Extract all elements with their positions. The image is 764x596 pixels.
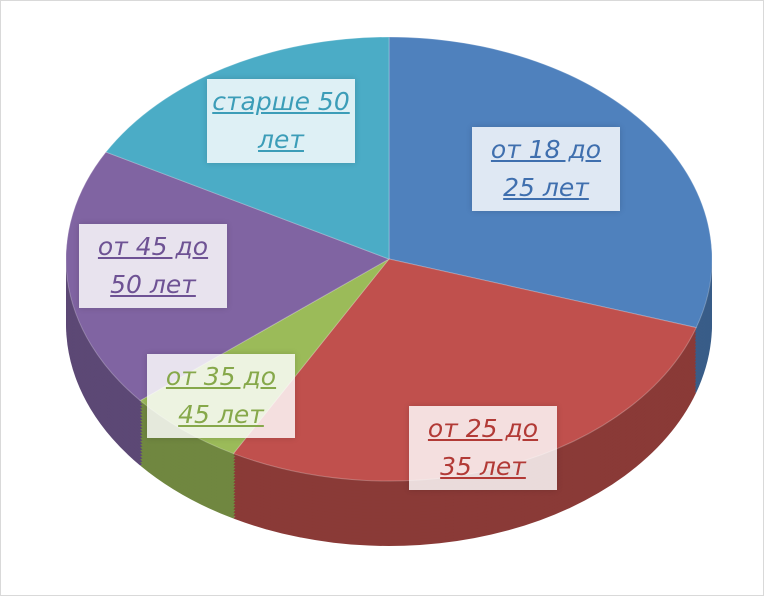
slice-label: от 45 до 50 лет [79, 224, 227, 308]
slice-label: от 35 до 45 лет [147, 354, 295, 438]
slice [65, 151, 391, 402]
slice-label: старше 50 лет [207, 79, 355, 163]
slice-label: от 25 до 35 лет [409, 406, 557, 490]
slice-label: от 18 до 25 лет [472, 127, 620, 211]
